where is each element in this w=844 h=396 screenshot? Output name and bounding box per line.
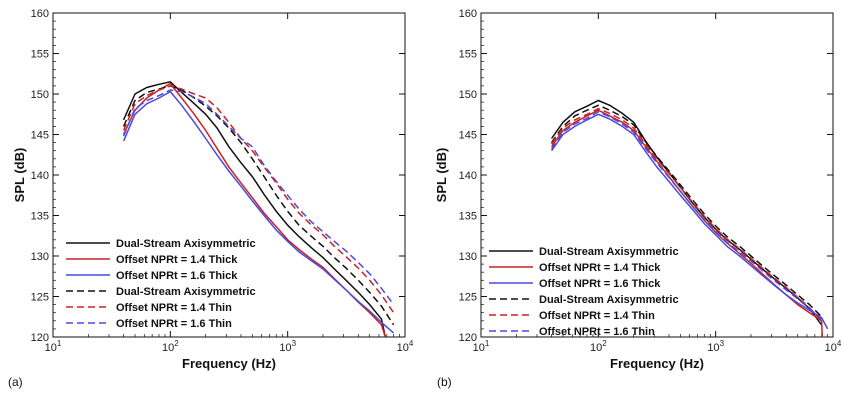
legend-label: Offset NPRt = 1.6 Thin [539,326,655,338]
y-tick-label: 135 [31,211,49,223]
y-tick-label: 120 [459,332,477,344]
legend-label: Offset NPRt = 1.4 Thin [116,302,232,314]
x-axis-title: Frequency (Hz) [182,356,276,371]
x-tick-label: 102 [162,339,179,354]
legend-label: Offset NPRt = 1.6 Thick [116,270,238,282]
series-line-6 [122,89,395,306]
x-tick-base: 10 [45,342,57,354]
legend-label: Offset NPRt = 1.4 Thick [116,254,238,266]
x-tick-label: 104 [825,339,842,354]
x-tick-exponent: 3 [292,339,297,348]
y-tick-label: 155 [459,49,477,61]
x-tick-exponent: 1 [57,339,62,348]
y-tick-label: 150 [31,89,49,101]
y-tick-label: 145 [31,130,49,142]
series-line-3 [122,90,395,334]
x-tick-exponent: 4 [409,339,414,348]
series-line-1 [122,80,387,337]
y-tick-label: 160 [459,8,477,20]
x-tick-base: 10 [707,342,719,354]
x-tick-label: 104 [397,339,414,354]
panel-label: (b) [437,375,452,389]
y-tick-label: 140 [459,170,477,182]
legend-label: Offset NPRt = 1.4 Thick [539,262,661,274]
series-line-5 [550,107,823,322]
series-line-5 [122,85,395,314]
series-line-4 [122,85,395,326]
x-tick-label: 103 [707,339,724,354]
x-tick-base: 10 [162,342,174,354]
x-tick-base: 10 [397,342,409,354]
x-tick-base: 10 [590,342,602,354]
series-line-2 [122,82,387,337]
y-tick-label: 125 [459,292,477,304]
y-tick-label: 145 [459,130,477,142]
y-tick-label: 140 [31,170,49,182]
legend-label: Dual-Stream Axisymmetric [116,286,256,298]
x-tick-exponent: 2 [174,339,179,348]
legend: Dual-Stream Axisymmetric Offset NPRt = 1.… [489,246,679,338]
y-axis-title: SPL (dB) [434,148,449,203]
x-tick-exponent: 1 [485,339,490,348]
legend-label: Dual-Stream Axisymmetric [539,294,679,306]
x-tick-exponent: 2 [602,339,607,348]
legend-label: Offset NPRt = 1.6 Thin [116,318,232,330]
legend-label: Dual-Stream Axisymmetric [116,238,256,250]
series-line-4 [550,104,823,318]
x-tick-label: 102 [590,339,607,354]
legend-label: Offset NPRt = 1.4 Thin [539,310,655,322]
legend-label: Offset NPRt = 1.6 Thick [539,278,661,290]
y-tick-label: 130 [31,251,49,263]
x-tick-exponent: 3 [720,339,725,348]
x-tick-base: 10 [825,342,837,354]
y-tick-label: 155 [31,49,49,61]
series-line-6 [550,110,823,320]
x-tick-label: 101 [473,339,490,354]
x-tick-base: 10 [279,342,291,354]
y-tick-label: 160 [31,8,49,20]
legend-label: Dual-Stream Axisymmetric [539,246,679,258]
series-line-3 [550,113,829,330]
y-tick-label: 150 [459,89,477,101]
x-tick-exponent: 4 [837,339,842,348]
panel-label: (a) [8,375,23,389]
y-tick-label: 135 [459,211,477,223]
y-axis-title: SPL (dB) [12,148,27,203]
y-tick-label: 125 [31,292,49,304]
x-tick-label: 103 [279,339,296,354]
x-tick-label: 101 [45,339,62,354]
x-axis-title: Frequency (Hz) [610,356,704,371]
y-tick-label: 120 [31,332,49,344]
x-tick-base: 10 [473,342,485,354]
legend: Dual-Stream Axisymmetric Offset NPRt = 1.… [66,238,256,330]
y-tick-label: 130 [459,251,477,263]
